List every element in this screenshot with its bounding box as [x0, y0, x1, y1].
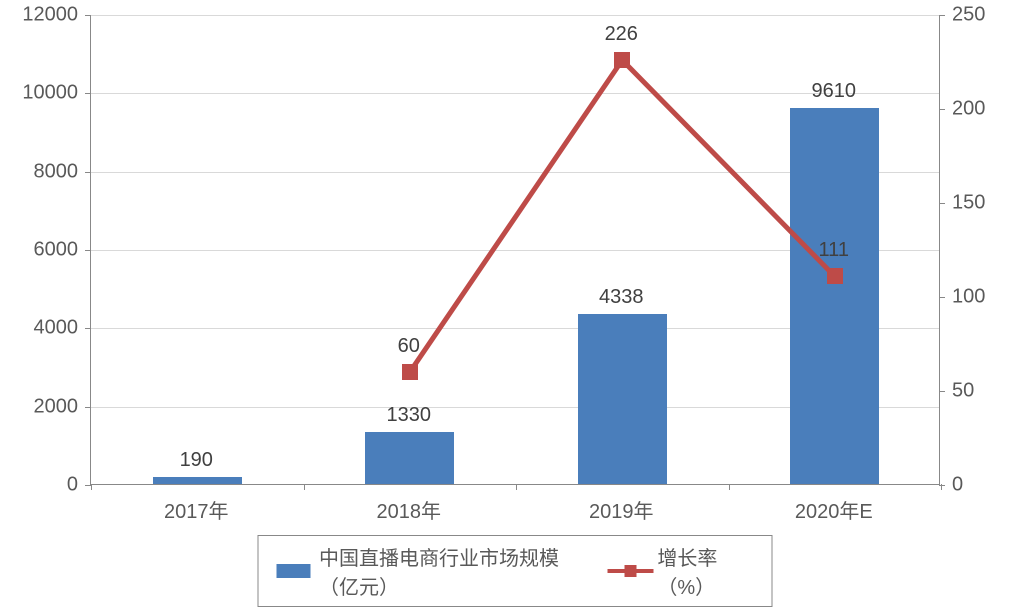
x-category: 2019年: [589, 495, 654, 524]
x-category: 2017年: [164, 495, 229, 524]
line-value-label: 226: [605, 23, 638, 46]
bar: [365, 432, 454, 484]
y-left-tick: 0: [0, 474, 78, 497]
y-left-tick: 6000: [0, 239, 78, 262]
combo-chart: 0 2000 4000 6000 8000 10000 12000 0 50 100 150 200 2…: [0, 0, 1030, 589]
y-right-tick: 150: [952, 192, 985, 215]
bar: [153, 477, 242, 484]
y-right-tick: 200: [952, 98, 985, 121]
legend: 中国直播电商行业市场规模（亿元） 增长率（%）: [258, 535, 773, 607]
legend-swatch-line: [612, 564, 650, 578]
bar-value-label: 1330: [387, 404, 432, 427]
x-category: 2018年: [377, 495, 442, 524]
legend-label: 增长率（%）: [657, 542, 753, 600]
bar: [578, 314, 667, 484]
y-right-tick: 250: [952, 4, 985, 27]
line-marker: [614, 52, 630, 68]
gridline: [91, 15, 939, 16]
legend-label: 中国直播电商行业市场规模（亿元）: [319, 542, 582, 600]
line-value-label: 111: [819, 239, 849, 262]
legend-swatch-bar: [277, 564, 311, 578]
y-right-tick: 0: [952, 474, 963, 497]
y-left-tick: 2000: [0, 395, 78, 418]
bar-value-label: 9610: [812, 80, 857, 103]
bar-value-label: 4338: [599, 286, 644, 309]
line-marker: [402, 364, 418, 380]
bar: [790, 108, 879, 484]
bar-value-label: 190: [180, 449, 213, 472]
y-left-tick: 12000: [0, 4, 78, 27]
y-left-tick: 10000: [0, 82, 78, 105]
legend-item-line: 增长率（%）: [612, 542, 754, 600]
y-left-tick: 8000: [0, 160, 78, 183]
line-marker: [827, 268, 843, 284]
legend-item-bar: 中国直播电商行业市场规模（亿元）: [277, 542, 582, 600]
y-right-tick: 100: [952, 286, 985, 309]
line-value-label: 60: [398, 335, 420, 358]
y-left-tick: 4000: [0, 317, 78, 340]
x-category: 2020年E: [795, 495, 873, 524]
y-right-tick: 50: [952, 380, 974, 403]
